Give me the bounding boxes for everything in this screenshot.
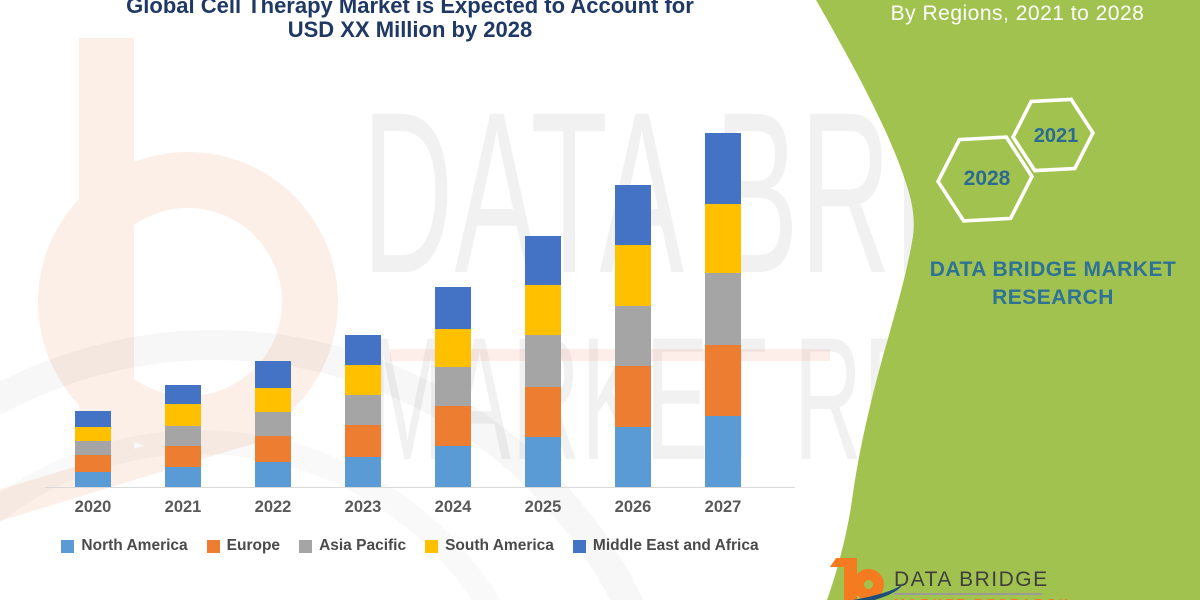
- panel-brand-line1: DATA BRIDGE MARKET: [929, 258, 1177, 281]
- x-axis-label-2025: 2025: [524, 498, 562, 516]
- bar-segment-2020-north-america: [75, 472, 111, 487]
- x-axis-label-2024: 2024: [434, 498, 472, 516]
- bar-segment-2022-south-america: [255, 388, 291, 412]
- bar-segment-2027-middle-east-and-africa: [705, 133, 741, 204]
- bar-segment-2022-middle-east-and-africa: [255, 361, 291, 388]
- legend-swatch: [61, 539, 75, 553]
- bar-segment-2021-south-america: [165, 404, 201, 426]
- bar-segment-2021-asia-pacific: [165, 426, 201, 446]
- bar-segment-2025-middle-east-and-africa: [525, 236, 561, 285]
- panel-heading: By Regions, 2021 to 2028: [890, 2, 1145, 25]
- bar-segment-2027-north-america: [705, 416, 741, 487]
- chart-title-line1: Global Cell Therapy Market is Expected t…: [126, 0, 694, 18]
- bar-2022: [255, 361, 291, 487]
- x-axis-label-2022: 2022: [254, 498, 292, 516]
- legend-item-middle-east-and-africa: Middle East and Africa: [572, 537, 759, 555]
- bar-segment-2024-middle-east-and-africa: [435, 287, 471, 329]
- bar-segment-2022-asia-pacific: [255, 412, 291, 436]
- bar-segment-2025-north-america: [525, 437, 561, 487]
- legend-item-south-america: South America: [425, 537, 554, 555]
- bar-segment-2020-asia-pacific: [75, 441, 111, 455]
- legend-label: South America: [445, 537, 554, 554]
- bar-segment-2025-asia-pacific: [525, 335, 561, 387]
- hexagon-2028-outline: [935, 135, 1035, 223]
- bar-segment-2020-europe: [75, 455, 111, 472]
- bar-segment-2022-europe: [255, 436, 291, 462]
- x-axis-label-2021: 2021: [164, 498, 202, 516]
- legend-swatch: [425, 539, 439, 553]
- green-panel-shape: [816, 0, 1200, 600]
- legend-swatch: [299, 539, 313, 553]
- legend-item-asia-pacific: Asia Pacific: [299, 537, 406, 555]
- bar-segment-2026-asia-pacific: [615, 306, 651, 366]
- bar-segment-2024-south-america: [435, 329, 471, 367]
- bar-segment-2023-europe: [345, 425, 381, 457]
- legend-label: Europe: [226, 537, 281, 554]
- bar-2020: [75, 411, 111, 487]
- bar-segment-2021-middle-east-and-africa: [165, 385, 201, 404]
- bar-2021: [165, 385, 201, 487]
- panel-brand-text: DATA BRIDGE MARKET RESEARCH: [897, 256, 1200, 313]
- chart-legend: North America Europe Asia Pacific South Ame…: [0, 537, 820, 555]
- bar-segment-2024-north-america: [435, 446, 471, 487]
- legend-label: Asia Pacific: [319, 537, 407, 554]
- x-axis-label-2026: 2026: [614, 498, 652, 516]
- legend-swatch: [206, 539, 220, 553]
- footer-logo-rule: [894, 593, 1042, 595]
- bar-segment-2025-europe: [525, 387, 561, 437]
- footer-logo-name: DATA BRIDGE: [894, 568, 1049, 591]
- hexagon-2021-outline: [1010, 97, 1096, 173]
- bar-segment-2026-europe: [615, 366, 651, 427]
- bar-segment-2024-europe: [435, 406, 471, 446]
- bar-segment-2023-middle-east-and-africa: [345, 335, 381, 365]
- bar-segment-2023-south-america: [345, 365, 381, 395]
- bar-2024: [435, 287, 471, 487]
- bar-2027: [705, 133, 741, 487]
- bar-segment-2025-south-america: [525, 285, 561, 335]
- hexagon-year-2028: 2028: [963, 167, 1011, 190]
- legend-swatch: [572, 539, 586, 553]
- bar-2025: [525, 236, 561, 487]
- bar-segment-2026-north-america: [615, 427, 651, 487]
- bar-segment-2020-middle-east-and-africa: [75, 411, 111, 427]
- panel-brand-line2: RESEARCH: [992, 286, 1114, 310]
- legend-item-europe: Europe: [206, 537, 281, 555]
- bar-segment-2023-north-america: [345, 457, 381, 487]
- bar-segment-2023-asia-pacific: [345, 395, 381, 425]
- bar-segment-2026-middle-east-and-africa: [615, 185, 651, 245]
- bar-segment-2020-south-america: [75, 427, 111, 441]
- legend-item-north-america: North America: [61, 537, 188, 555]
- chart-title: Global Cell Therapy Market is Expected t…: [60, 0, 760, 42]
- bar-segment-2027-asia-pacific: [705, 273, 741, 345]
- x-axis-label-2023: 2023: [344, 498, 382, 516]
- legend-label: Middle East and Africa: [592, 537, 759, 554]
- bar-segment-2022-north-america: [255, 462, 291, 487]
- bar-segment-2024-asia-pacific: [435, 367, 471, 406]
- bar-segment-2021-europe: [165, 446, 201, 467]
- hexagon-year-2021: 2021: [1033, 125, 1079, 147]
- bar-segment-2026-south-america: [615, 245, 651, 306]
- footer-logo: DATA BRIDGE MARKET RESEARCH: [824, 554, 1166, 600]
- bar-2023: [345, 335, 381, 487]
- bar-segment-2021-north-america: [165, 467, 201, 487]
- legend-label: North America: [81, 537, 188, 554]
- x-axis-label-2020: 2020: [74, 498, 112, 516]
- bar-segment-2027-south-america: [705, 204, 741, 273]
- bar-2026: [615, 185, 651, 487]
- bar-segment-2027-europe: [705, 345, 741, 416]
- footer-logo-subname: MARKET RESEARCH: [894, 596, 1071, 600]
- stacked-bar-plot: 2020 2021 2022 2023 2024 2025 2026 2027: [74, 133, 742, 516]
- x-axis-line: [45, 487, 795, 488]
- chart-title-line2: USD XX Million by 2028: [287, 17, 533, 42]
- x-axis-label-2027: 2027: [704, 498, 742, 516]
- b-icon-bowl: [853, 569, 884, 600]
